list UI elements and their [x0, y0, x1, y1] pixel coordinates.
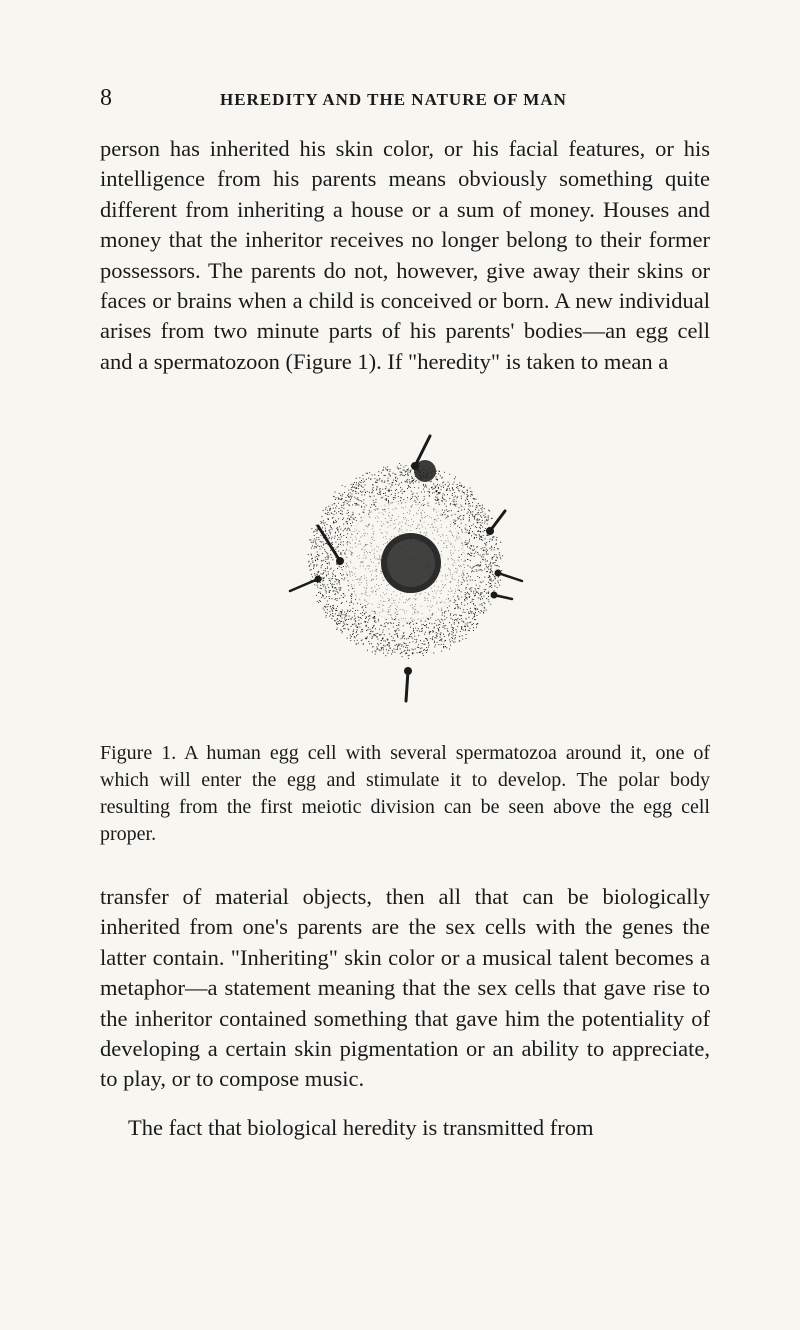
- paragraph-2: transfer of material objects, then all t…: [100, 882, 710, 1095]
- page-number: 8: [100, 85, 220, 112]
- paragraph-1: person has inherited his skin color, or …: [100, 134, 710, 377]
- figure-1: [100, 401, 710, 716]
- figure-caption: Figure 1. A human egg cell with several …: [100, 740, 710, 848]
- running-head: HEREDITY AND THE NATURE OF MAN: [220, 90, 567, 110]
- page-header: 8 HEREDITY AND THE NATURE OF MAN: [100, 85, 710, 112]
- egg-cell-diagram: [250, 401, 560, 711]
- paragraph-3: The fact that biological heredity is tra…: [100, 1113, 710, 1143]
- page: 8 HEREDITY AND THE NATURE OF MAN person …: [0, 0, 800, 1330]
